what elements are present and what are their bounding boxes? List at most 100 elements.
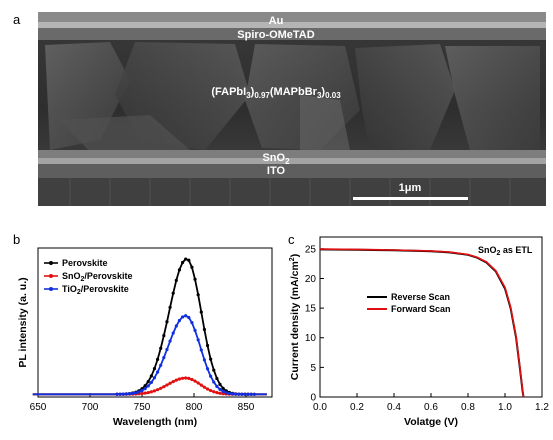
scale-bar: 1μm [353, 182, 468, 200]
series-marker [152, 367, 157, 371]
series-marker [193, 379, 197, 383]
series-marker [134, 391, 138, 395]
x-tick-label: 0.2 [350, 402, 364, 413]
series-marker [162, 385, 166, 389]
series-marker [159, 346, 163, 350]
series-marker [199, 383, 203, 387]
series-marker [215, 391, 219, 395]
x-tick-label: 800 [186, 402, 203, 413]
series-marker [162, 356, 166, 360]
x-axis-label: Volatge (V) [404, 416, 458, 428]
series-marker [149, 380, 153, 384]
legend-label: Perovskite [62, 258, 108, 268]
series-marker [230, 392, 235, 396]
y-tick-label: 0 [310, 393, 316, 404]
x-tick-label: 700 [82, 402, 99, 413]
legend-marker [49, 274, 53, 278]
series-marker [140, 388, 144, 393]
series-marker [218, 391, 222, 395]
sem-label-spiro: Spiro-OMeTAD [237, 29, 314, 41]
series-marker [152, 376, 157, 380]
series-marker [212, 380, 216, 384]
series-marker [171, 331, 175, 335]
series-marker [252, 392, 256, 396]
series-marker [177, 318, 182, 323]
series-marker [243, 392, 247, 396]
x-axis-label: Wavelength (nm) [113, 416, 197, 428]
series-marker [221, 389, 225, 394]
x-tick-label: 750 [134, 402, 151, 413]
plot-frame [37, 247, 273, 398]
sem-label-perovskite: (FAPbI3)0.97(MAPbBr3)0.03 [211, 86, 341, 100]
series-marker [196, 381, 200, 385]
series-marker [180, 376, 185, 380]
y-tick-label: 10 [305, 333, 317, 344]
series-marker [156, 357, 160, 361]
series-marker [209, 388, 213, 393]
series-marker [190, 265, 194, 269]
series-marker [202, 327, 206, 332]
y-axis-label: Current density (mA/cm2) [289, 254, 301, 380]
series-marker [174, 378, 178, 382]
series-marker [140, 391, 144, 396]
x-tick-label: 0.4 [387, 402, 401, 413]
plot-frame [319, 236, 543, 398]
chart-annotation: SnO2 as ETL [478, 245, 533, 257]
series-marker [156, 388, 160, 392]
x-tick-label: 850 [238, 402, 255, 413]
y-tick-label: 5 [310, 363, 316, 374]
series-marker [146, 380, 150, 384]
series-marker [209, 357, 213, 361]
y-tick-label: 20 [305, 274, 317, 285]
series-marker [205, 367, 210, 371]
panel-c-letter: c [288, 232, 295, 247]
series-marker [193, 277, 197, 281]
series-marker [177, 377, 182, 381]
series-marker [143, 391, 147, 395]
series-marker [218, 382, 222, 386]
series-marker [124, 392, 128, 396]
series-marker [187, 376, 191, 381]
series-marker [162, 334, 166, 338]
series-marker [143, 384, 147, 388]
legend-marker [49, 287, 53, 291]
x-tick-label: 0.8 [461, 402, 475, 413]
y-axis-label: PL intensity (a. u.) [17, 277, 29, 367]
series-line-1 [319, 248, 525, 398]
series-marker [190, 377, 194, 382]
series-marker [146, 384, 150, 388]
sem-label-sno2: SnO2 [262, 152, 290, 166]
series-marker [152, 389, 157, 393]
pl-spectrum-chart: 650 700 750 800 850 Wavelength (nm) PL intensi… [17, 247, 273, 428]
series-marker [196, 293, 200, 297]
sem-label-au: Au [269, 15, 284, 27]
series-line-0 [319, 248, 525, 398]
series-marker [224, 391, 228, 395]
series-marker [202, 385, 206, 389]
series-marker [199, 348, 203, 352]
series-marker [180, 315, 185, 319]
x-tick-label: 0.6 [424, 402, 438, 413]
series-marker [218, 387, 222, 392]
series-marker [171, 291, 175, 295]
scale-bar-line [353, 197, 468, 200]
series-marker [221, 386, 225, 390]
series-marker [193, 328, 197, 332]
series-marker [168, 339, 172, 343]
x-tick-label: 0.0 [313, 402, 327, 413]
series-marker [202, 358, 206, 362]
y-tick-label: 15 [305, 304, 317, 315]
sem-image [38, 12, 546, 206]
series-marker [184, 257, 188, 261]
series-marker [212, 368, 216, 372]
panel-a-letter: a [13, 12, 21, 27]
series-marker [127, 392, 132, 396]
scale-bar-label: 1μm [399, 182, 422, 194]
series-marker [212, 390, 216, 394]
series-marker [146, 390, 150, 395]
series-marker [168, 381, 172, 385]
series-marker [165, 320, 169, 324]
series-marker [156, 370, 160, 374]
series-marker [240, 392, 244, 396]
series-marker [115, 392, 119, 396]
